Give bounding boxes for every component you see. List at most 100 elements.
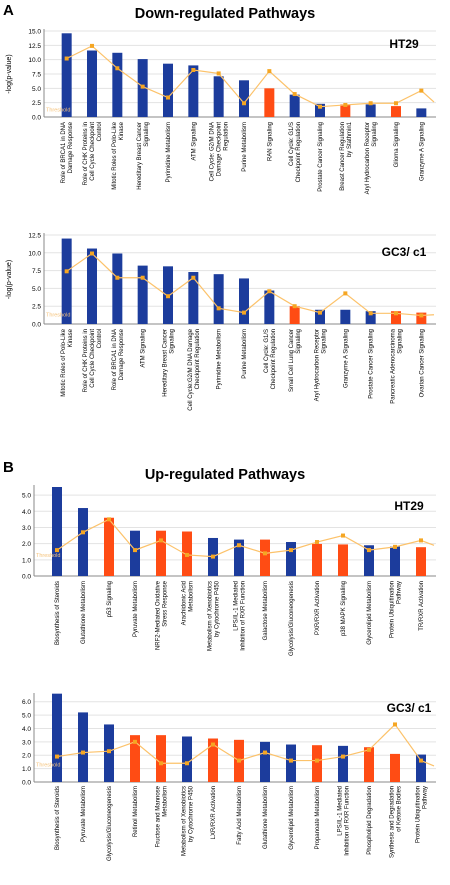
ratio-marker [315,758,319,763]
ratio-marker [343,102,348,107]
bar [208,738,218,782]
ratio-marker [242,101,246,106]
bar [286,744,296,782]
category-label-line: Pyruvate Metabolism [81,786,87,842]
ratio-line [56,518,435,558]
category-label-line: Inhibition of RXR Function [241,581,247,651]
category-label-line: Galactose Metabolism [263,581,269,640]
bar [391,106,401,117]
category-label: Cell Cycle:G2/M DNA DamageCheckpoint Reg… [188,328,201,410]
category-label-line: Granzyme A Signaling [343,329,349,388]
ratio-marker [115,66,120,71]
y-tick-label: 15.0 [28,29,41,36]
ratio-marker [185,761,189,766]
ratio-marker [55,548,59,553]
y-tick-label: 10.0 [28,57,41,64]
ratio-marker [211,554,215,559]
category-label-line: Glutathione Metabolism [81,581,87,644]
category-label: Glioma Signaling [394,122,400,167]
bar [163,63,173,117]
category-label-line: Protein Ubiquitination [416,786,422,843]
cell-line-label: GC3/ c1 [382,245,427,259]
chart-1: 0.0 2.5 5.0 7.5 10.0 12.5 15.0 -log(p-value) Thr… [6,29,436,194]
bar [137,265,148,324]
category-label-line: Cell Cycle: G1/S [289,122,295,166]
category-label-line: Pyrimidine Metabolism [217,329,223,389]
category-label-line: Prostate Cancer Signaling [369,329,375,399]
ratio-marker [267,69,272,74]
category-label-line: LXR/RXR Activation [211,786,217,839]
bar [364,747,374,782]
ratio-marker [237,543,241,548]
category-label: Mitotic Roles of Polo-LikeKinase [112,121,125,189]
bar [213,274,224,324]
bar [239,278,249,324]
bar [364,545,374,576]
category-label: Arachidonic AcidMetabolism [182,581,195,625]
ratio-marker [81,530,85,535]
category-label-line: Breast Cancer Regulation [340,122,346,191]
bar [188,272,199,324]
bar [78,712,88,782]
threshold-label: Threshold [36,763,60,769]
bar [130,735,140,782]
bar [104,724,114,782]
ratio-marker [289,548,293,553]
category-label: Biosynthesis of Steroids [55,581,61,645]
bar [289,306,300,324]
category-label: Biosynthesis of Steroids [55,786,61,850]
category-label-line: Purine Metabolism [242,329,248,379]
ratio-marker [133,548,137,553]
category-label: Purine Metabolism [242,122,248,172]
category-label-line: Role of BRCA1 in DNA [61,122,67,183]
category-label: Cell Cycle: G1/SCheckpoint Regulation [289,122,302,182]
category-label: Fructose and MannoseMetabolism [156,785,169,847]
ratio-line [66,252,435,317]
y-tick-label: 0.0 [32,115,41,122]
category-label-line: Biosynthesis of Steroids [55,786,61,850]
ratio-marker [81,750,85,755]
category-label: Metabolism of Xenobioticsby Cytochrome P… [208,580,221,651]
ratio-marker [185,552,189,557]
category-label-line: Signaling [322,329,328,354]
ratio-marker [140,84,145,89]
ratio-marker [419,758,423,763]
threshold-label: Threshold [46,313,70,319]
up-regulated-title: Up-regulated Pathways [144,467,306,483]
category-label: PXR/RXR Activation [315,581,321,635]
bar [264,290,275,324]
category-label-line: Propanoate Metabolism [315,786,321,849]
category-label-line: Cell Cycle: G1/S [264,329,270,373]
ratio-marker [159,761,163,766]
category-label: Hereditary Breast CancerSignaling [137,122,150,190]
category-label-line: Granzyme A Signaling [419,122,425,181]
category-label-line: Arachidonic Acid [182,581,188,625]
bar [365,311,376,324]
ratio-marker [107,517,111,522]
ratio-marker [267,289,272,294]
bar [52,487,62,576]
y-axis-label: -log(p-value) [6,54,13,93]
y-tick-label: 2.5 [32,100,41,107]
category-label: Pyruvate Metabolism [133,581,139,637]
y-tick-label: 5.0 [32,86,41,93]
category-label-line: ATM Signaling [191,122,197,161]
category-label: Cell Cycle: G1/SCheckpoint Regulation [264,329,277,389]
category-label: Mitotic Roles of Polo-LikeKinase [61,328,74,396]
y-tick-label: 5.0 [22,493,31,500]
bar [260,741,270,782]
ratio-marker [64,269,69,274]
category-label-line: Cell Cycle:G2/M DNA Damage [188,328,194,410]
category-label-line: Hereditary Breast Cancer [163,329,169,397]
category-label: Glutathione Metabolism [81,581,87,644]
bar [340,309,351,324]
panel-b-label: B [3,459,14,476]
category-label: Glycerolipid Metabolism [367,581,373,645]
category-label: Pancreatic AdenocarcinomaSignaling [391,328,404,403]
y-tick-label: 5.0 [32,286,41,293]
category-label: Cell Cycle: G2/M DNADamage CheckpointReg… [210,122,230,182]
category-label: Role of BRCA1 in DNADamage Response [112,328,125,390]
ratio-marker [166,95,170,100]
bar [130,530,140,576]
category-label-line: Damage Response [68,121,74,173]
